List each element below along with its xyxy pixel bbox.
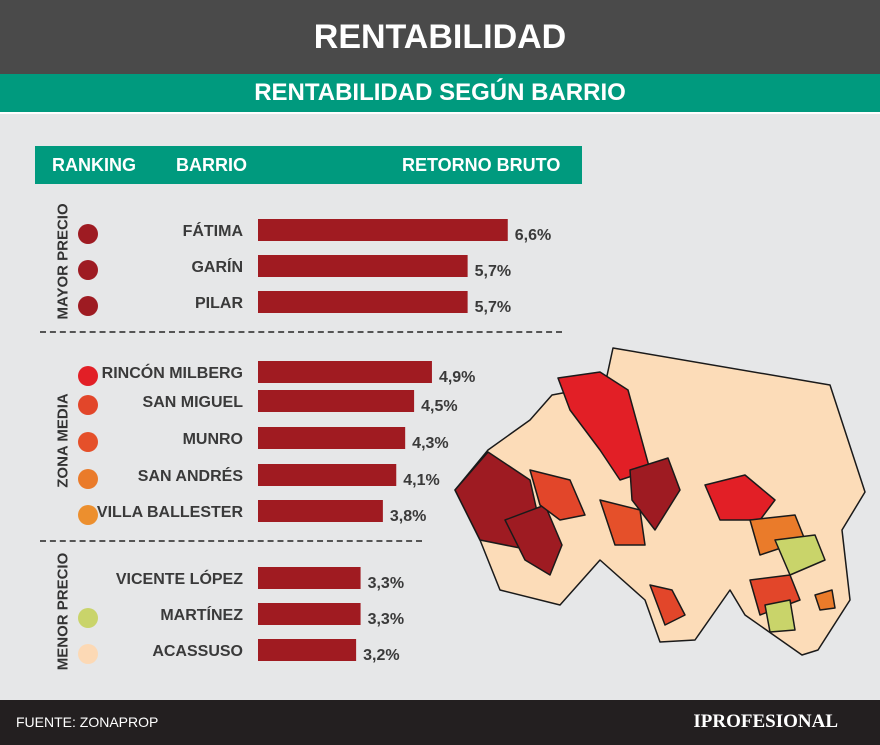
logo: IPROFESIONAL — [693, 711, 838, 732]
footer: FUENTE: ZONAPROP IPROFESIONAL — [0, 700, 880, 745]
map-region-orange — [814, 589, 836, 611]
bar — [258, 464, 397, 486]
source: FUENTE: ZONAPROP — [16, 714, 159, 730]
ranking-dot — [78, 260, 98, 280]
data-label: 3,8% — [390, 508, 426, 525]
ranking-dot — [78, 296, 98, 316]
ranking-dot — [78, 366, 98, 386]
data-label: 3,3% — [368, 611, 404, 628]
bar — [258, 361, 432, 383]
category-label: RINCÓN MILBERG — [102, 363, 243, 382]
category-label: PILAR — [195, 295, 243, 312]
bar — [258, 639, 357, 661]
map-region-tigre — [704, 474, 776, 521]
ranking-header: RANKING — [52, 155, 136, 175]
bar — [258, 219, 508, 241]
bar — [258, 390, 415, 412]
data-label: 4,1% — [403, 472, 439, 489]
category-label: SAN ANDRÉS — [138, 466, 244, 485]
ranking-dot — [78, 505, 98, 525]
category-label: FÁTIMA — [183, 221, 244, 240]
category-label: MUNRO — [183, 431, 243, 448]
ranking-dot — [78, 469, 98, 489]
data-label: 4,3% — [412, 435, 448, 452]
map-region-villa-ballester — [649, 584, 686, 626]
bar — [258, 255, 468, 277]
data-label: 5,7% — [475, 263, 511, 280]
bar — [258, 567, 361, 589]
data-label: 5,7% — [475, 299, 511, 316]
ranking-dot — [78, 395, 98, 415]
map-region-fatima — [629, 457, 681, 531]
map-region-garin — [504, 504, 563, 576]
category-label: VILLA BALLESTER — [97, 504, 244, 521]
table-header: RANKING BARRIO RETORNO BRUTO — [35, 146, 582, 184]
group-divider — [40, 540, 422, 542]
category-label: MARTÍNEZ — [160, 605, 243, 624]
ranking-dot — [78, 608, 98, 628]
map-region-vicente-lopez — [749, 574, 801, 616]
data-label: 3,2% — [363, 647, 399, 664]
bar — [258, 603, 361, 625]
ranking-dot — [78, 644, 98, 664]
retorno-header: RETORNO BRUTO — [402, 155, 561, 175]
map-region-san-miguel — [529, 469, 586, 521]
subtitle: RENTABILIDAD SEGÚN BARRIO — [0, 74, 880, 114]
main-title: RENTABILIDAD — [0, 0, 880, 74]
category-label: ACASSUSO — [152, 643, 243, 660]
ranking-dot — [78, 224, 98, 244]
map-region-martinez — [774, 534, 826, 576]
barrio-header: BARRIO — [176, 155, 247, 175]
ranking-dot — [78, 432, 98, 452]
data-label: 4,9% — [439, 369, 475, 386]
map-region-acassuso — [764, 599, 796, 633]
data-label: 4,5% — [421, 398, 457, 415]
bar-chart: FÁTIMA 6,6% GARÍN 5,7% PILAR 5,7% RINCÓN MILBE… — [78, 219, 551, 664]
group-divider — [40, 331, 562, 333]
bar — [258, 500, 383, 522]
data-label: 3,3% — [368, 575, 404, 592]
bar — [258, 291, 468, 313]
category-label: GARÍN — [191, 257, 243, 276]
map — [454, 347, 866, 656]
bar — [258, 427, 406, 449]
data-label: 6,6% — [515, 227, 551, 244]
category-label: SAN MIGUEL — [143, 394, 244, 411]
category-label: VICENTE LÓPEZ — [116, 569, 243, 588]
map-region-munro — [599, 499, 646, 546]
